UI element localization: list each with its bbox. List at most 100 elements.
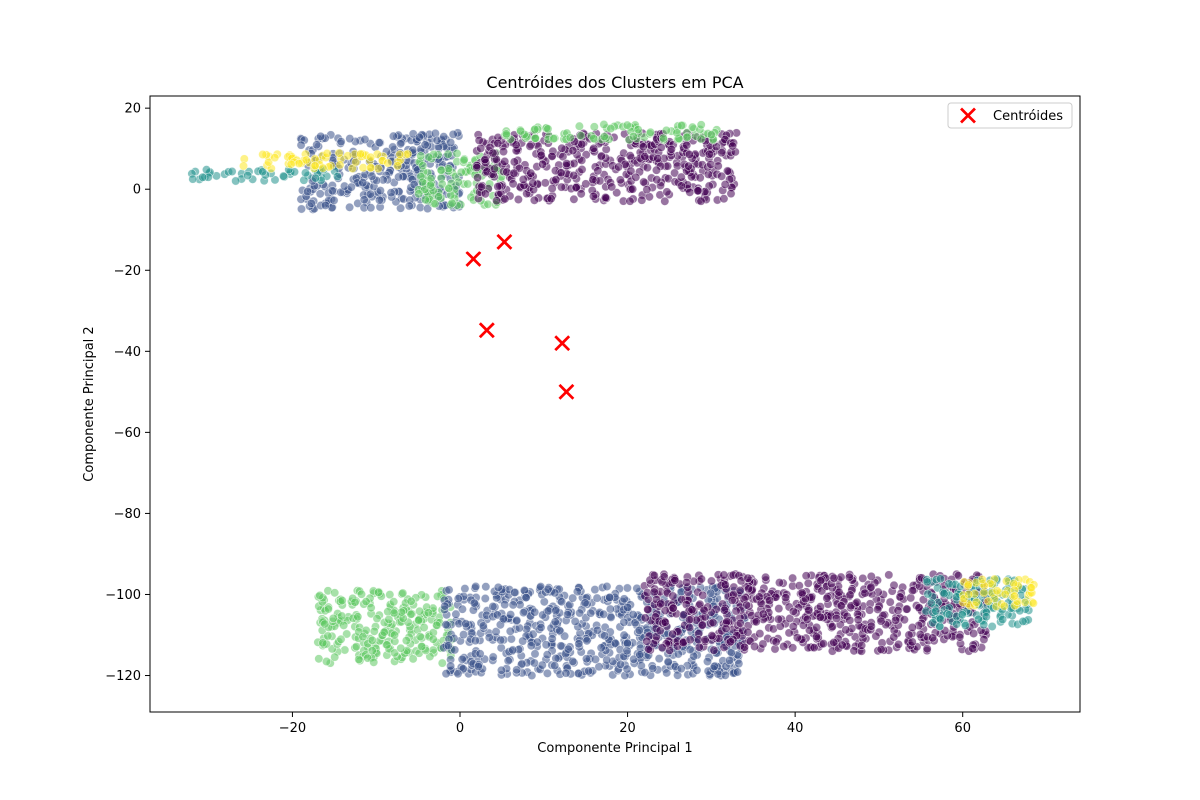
y-tick-label: −100 (105, 588, 141, 603)
cluster-point (640, 613, 650, 623)
cluster-point (871, 631, 881, 641)
cluster-point (480, 155, 490, 165)
cluster-point (373, 587, 383, 597)
cluster-point (358, 178, 368, 188)
cluster-point (812, 622, 822, 632)
cluster-point (471, 581, 481, 591)
cluster-point (576, 189, 586, 199)
cluster-point (453, 669, 463, 679)
cluster-point (628, 610, 638, 620)
cluster-point (543, 124, 553, 134)
cluster-point (803, 578, 813, 588)
centroid-points (464, 232, 576, 401)
cluster-point (719, 605, 729, 615)
cluster-point (907, 586, 917, 596)
cluster-point (628, 132, 638, 142)
cluster-point (852, 597, 862, 607)
cluster-point (720, 580, 730, 590)
cluster-point (588, 191, 598, 201)
cluster-point (314, 654, 324, 664)
cluster-point (734, 659, 744, 669)
cluster-point (728, 141, 738, 151)
cluster-point (695, 173, 705, 183)
cluster-point (562, 159, 572, 169)
cluster-point (547, 634, 557, 644)
cluster-point (476, 143, 486, 153)
cluster-point (327, 186, 337, 196)
cluster-point (837, 640, 847, 650)
cluster-point (517, 659, 527, 669)
cluster-point (332, 172, 342, 182)
cluster-point (439, 132, 449, 142)
chart-title: Centróides dos Clusters em PCA (486, 73, 743, 92)
cluster-point (622, 583, 632, 593)
cluster-point (719, 194, 729, 204)
cluster-point (389, 630, 399, 640)
cluster-point (981, 612, 991, 622)
cluster-point (401, 636, 411, 646)
cluster-point (662, 187, 672, 197)
cluster-point (629, 654, 639, 664)
cluster-point (953, 571, 963, 581)
cluster-point (239, 161, 249, 171)
cluster-point (388, 142, 398, 152)
cluster-point (784, 628, 794, 638)
cluster-point (1000, 589, 1010, 599)
cluster-point (546, 194, 556, 204)
cluster-point (642, 185, 652, 195)
cluster-point (652, 175, 662, 185)
cluster-point (396, 643, 406, 653)
cluster-point (556, 641, 566, 651)
cluster-point (330, 588, 340, 598)
cluster-point (447, 198, 457, 208)
cluster-point (816, 576, 826, 586)
cluster-point (323, 631, 333, 641)
cluster-point (866, 582, 876, 592)
cluster-point (416, 151, 426, 161)
cluster-point (815, 612, 825, 622)
centroid-marker (477, 321, 496, 340)
x-tick-label: −20 (279, 721, 306, 736)
cluster-point (979, 588, 989, 598)
cluster-point (696, 574, 706, 584)
cluster-point (395, 149, 405, 159)
cluster-point (610, 638, 620, 648)
cluster-point (356, 589, 366, 599)
cluster-point (781, 593, 791, 603)
cluster-point (719, 570, 729, 580)
cluster-point (367, 171, 377, 181)
cluster-point (456, 167, 466, 177)
cluster-point (459, 155, 469, 165)
cluster-point (367, 646, 377, 656)
cluster-point (361, 597, 371, 607)
cluster-point (845, 615, 855, 625)
cluster-point (562, 610, 572, 620)
cluster-point (526, 641, 536, 651)
cluster-point (845, 590, 855, 600)
cluster-point (876, 644, 886, 654)
cluster-point (396, 139, 406, 149)
cluster-point (496, 635, 506, 645)
cluster-point (436, 165, 446, 175)
cluster-point (366, 152, 376, 162)
cluster-point (801, 571, 811, 581)
cluster-point (589, 122, 599, 132)
cluster-point (626, 166, 636, 176)
cluster-point (556, 182, 566, 192)
cluster-point (489, 164, 499, 174)
cluster-point (645, 127, 655, 137)
cluster-point (491, 627, 501, 637)
cluster-point (622, 638, 632, 648)
cluster-point (731, 606, 741, 616)
cluster-point (530, 124, 540, 134)
cluster-point (643, 604, 653, 614)
cluster-point (460, 584, 470, 594)
cluster-point (270, 175, 280, 185)
centroid-marker (464, 249, 483, 268)
cluster-point (682, 577, 692, 587)
cluster-point (657, 643, 667, 653)
cluster-point (955, 632, 965, 642)
cluster-point (480, 189, 490, 199)
cluster-point (676, 172, 686, 182)
cluster-point (865, 605, 875, 615)
